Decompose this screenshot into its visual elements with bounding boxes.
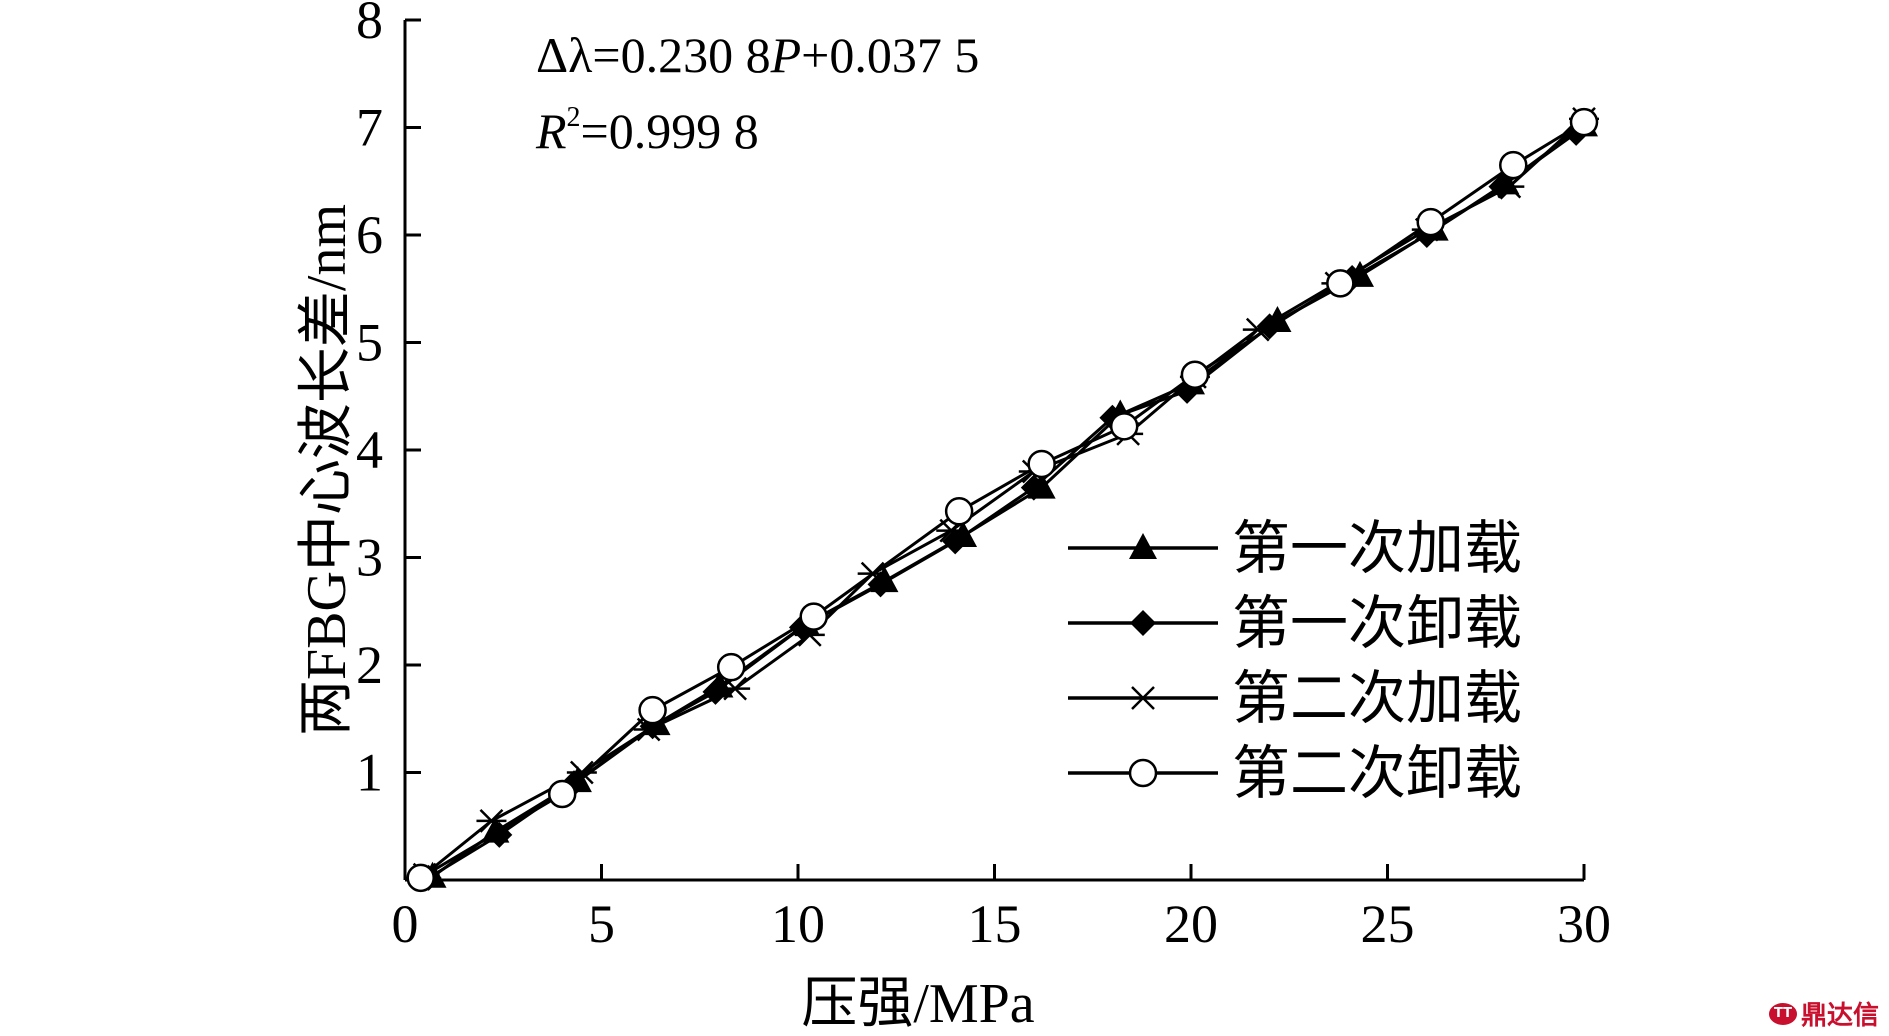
legend-label: 第二次加载	[1232, 664, 1522, 732]
legend-label: 第一次加载	[1232, 514, 1522, 582]
legend-item: 第二次卸载	[1068, 739, 1522, 807]
r-squared-annotation: R2=0.999 8	[535, 102, 759, 159]
legend-item: 第一次卸载	[1068, 589, 1522, 657]
series-layer	[406, 107, 1599, 893]
data-point-star	[476, 808, 507, 833]
y-tick-label: 2	[356, 635, 383, 695]
data-point-circle	[1027, 449, 1056, 479]
data-point-diamond	[867, 571, 894, 598]
axes: 1 2 3 4 5 6 7 8 0 5 10 15 20 25 30	[356, 0, 1611, 954]
r-squared-variable: R	[535, 103, 567, 159]
y-tick-label: 7	[356, 98, 383, 158]
data-point-circle	[716, 652, 746, 682]
legend-marker-diamond	[1130, 610, 1156, 636]
y-tick-label: 3	[356, 528, 383, 588]
equation-variable: P	[770, 27, 802, 83]
y-axis-label: 两FBG中心波长差/nm	[296, 204, 358, 736]
y-tick-label: 5	[356, 313, 383, 373]
data-point-circle	[799, 602, 828, 631]
watermark-logo-icon: TT	[1768, 1002, 1797, 1025]
data-point-star	[566, 760, 597, 785]
x-tick-label: 10	[771, 894, 825, 954]
data-point-diamond	[702, 678, 729, 705]
data-point-star	[720, 676, 751, 701]
watermark-text: 鼎达信	[1800, 1001, 1879, 1031]
data-point-circle	[547, 779, 577, 809]
data-point-circle	[1416, 207, 1445, 237]
equation-annotation: Δλ=0.230 8P+0.037 5	[536, 27, 979, 83]
x-tick-label: 25	[1361, 894, 1415, 954]
watermark: TT 鼎达信	[1768, 995, 1879, 1032]
x-tick-label: 30	[1557, 894, 1611, 954]
legend-label: 第二次卸载	[1232, 739, 1522, 807]
equation-suffix: +0.037 5	[801, 27, 979, 83]
data-point-circle	[1499, 150, 1528, 180]
data-point-star	[1494, 174, 1525, 199]
data-point-circle	[1109, 412, 1139, 441]
equation-prefix: Δλ=0.230 8	[536, 27, 771, 83]
data-point-circle	[944, 497, 974, 526]
y-tick-label: 4	[356, 420, 383, 480]
y-tick-label: 6	[356, 205, 383, 265]
y-tick-label: 8	[356, 0, 383, 50]
legend-marker-triangle	[1129, 533, 1157, 559]
x-tick-label: 20	[1164, 894, 1218, 954]
legend-label: 第一次卸载	[1232, 589, 1522, 657]
data-point-circle	[1569, 107, 1599, 137]
data-point-circle	[638, 695, 667, 725]
data-point-diamond	[1020, 474, 1047, 501]
legend-item: 第一次加载	[1068, 514, 1522, 582]
r-squared-exponent: 2	[567, 102, 581, 133]
data-point-circle	[406, 863, 435, 893]
data-point-circle	[1180, 360, 1210, 389]
legend-marker-star	[1128, 686, 1158, 710]
x-axis-label: 压强/MPa	[801, 973, 1034, 1035]
series-line	[427, 131, 1578, 880]
data-point-circle	[1326, 269, 1355, 298]
x-tick-label: 0	[392, 894, 419, 954]
y-tick-label: 1	[356, 743, 383, 803]
x-tick-label: 15	[968, 894, 1022, 954]
legend-item: 第二次加载	[1068, 664, 1522, 732]
r-squared-value: =0.999 8	[581, 103, 759, 159]
x-tick-label: 5	[588, 894, 615, 954]
series-4	[406, 107, 1599, 893]
legend-marker-circle	[1128, 758, 1158, 788]
